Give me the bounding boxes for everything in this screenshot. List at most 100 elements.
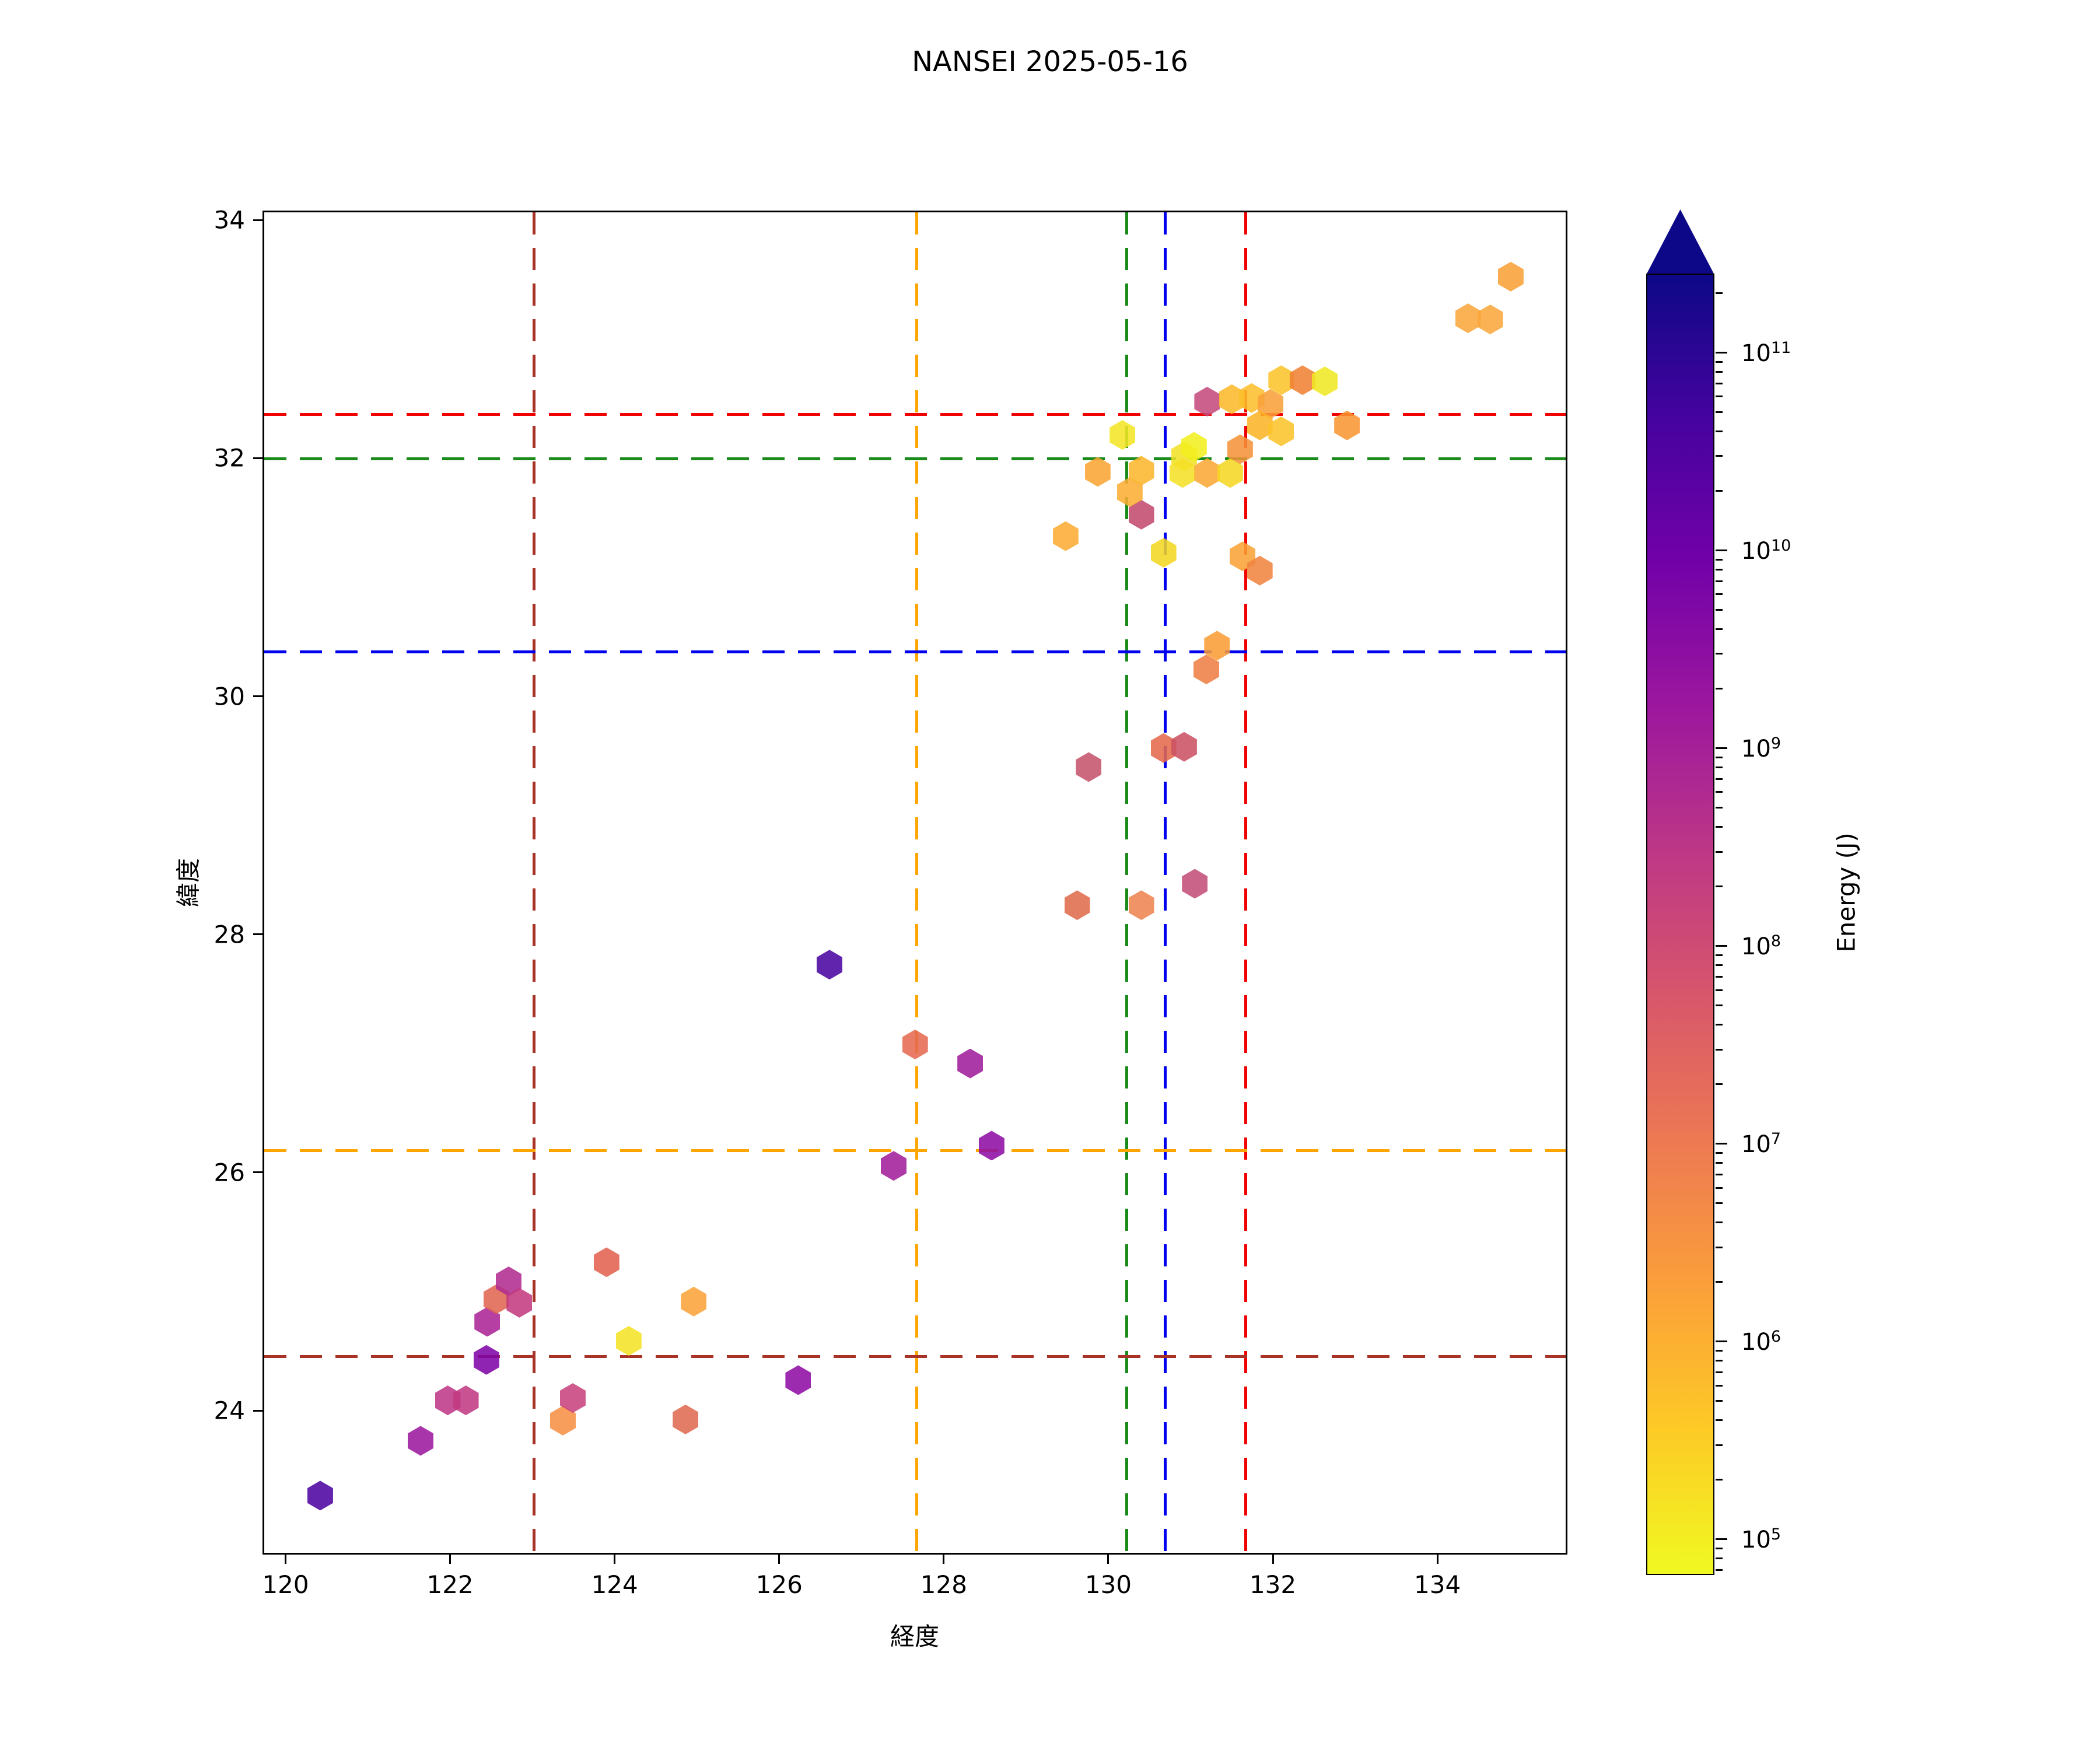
x-tick [1436, 1555, 1438, 1564]
y-tick [253, 219, 262, 221]
y-tick-label: 32 [214, 443, 245, 473]
colorbar-minor-tick [1716, 1444, 1723, 1446]
x-axis-label: 経度 [890, 1622, 940, 1651]
colorbar-minor-tick [1716, 455, 1723, 457]
colorbar-minor-tick [1716, 850, 1723, 853]
hexagon-marker [1290, 365, 1315, 396]
hexagon-marker [1084, 457, 1111, 487]
colorbar-minor-tick [1716, 1173, 1723, 1175]
hexagon-marker [1194, 458, 1220, 488]
colorbar-minor-tick [1716, 558, 1723, 561]
colorbar-minor-tick [1716, 653, 1723, 655]
y-tick-label: 30 [214, 682, 245, 711]
plot-area [262, 211, 1567, 1555]
colorbar-minor-tick [1716, 1152, 1723, 1154]
x-tick-label: 122 [426, 1570, 474, 1599]
hexagon-marker [615, 1326, 642, 1356]
colorbar-minor-tick [1716, 628, 1723, 631]
colorbar-minor-tick [1716, 1371, 1723, 1373]
x-tick [1107, 1555, 1110, 1564]
colorbar [1646, 274, 1714, 1575]
colorbar-tick-label: 107 [1741, 1129, 1782, 1158]
colorbar-minor-tick [1716, 778, 1723, 780]
x-tick [284, 1555, 286, 1564]
x-tick-label: 126 [755, 1570, 803, 1599]
darkred-horizontal-refline [264, 1354, 1566, 1358]
x-tick-label: 124 [591, 1570, 638, 1599]
colorbar-minor-tick [1716, 1547, 1723, 1549]
hexagon-marker [816, 950, 842, 980]
blue-vertical-refline [1163, 212, 1167, 1553]
darkred-vertical-refline [533, 212, 536, 1553]
colorbar-tick-label: 105 [1741, 1525, 1782, 1554]
hexagon-marker [1312, 366, 1338, 397]
colorbar-tick-label: 106 [1741, 1327, 1782, 1356]
colorbar-minor-tick [1716, 1281, 1723, 1283]
x-tick-label: 120 [262, 1570, 309, 1599]
colorbar-tick-label: 108 [1741, 932, 1782, 960]
hexagon-marker [1110, 420, 1136, 450]
hexagon-marker [957, 1048, 984, 1079]
colorbar-minor-tick [1716, 1162, 1723, 1164]
colorbar-minor-tick [1716, 964, 1723, 967]
colorbar-minor-tick [1716, 1400, 1723, 1402]
colorbar-minor-tick [1716, 396, 1723, 398]
blue-horizontal-refline [264, 650, 1566, 653]
hexagon-marker [1182, 869, 1208, 899]
colorbar-minor-tick [1716, 580, 1723, 582]
x-tick-label: 132 [1249, 1570, 1297, 1599]
orange-horizontal-refline [264, 1149, 1566, 1152]
colorbar-minor-tick [1716, 292, 1723, 295]
hexagon-marker [673, 1404, 699, 1434]
colorbar-minor-tick [1716, 569, 1723, 571]
hexagon-marker [1171, 732, 1197, 762]
x-tick [449, 1555, 452, 1564]
colorbar-minor-tick [1716, 490, 1723, 492]
hexagon-marker [1052, 521, 1079, 551]
hexagon-marker [881, 1151, 907, 1181]
hexagon-marker [1150, 538, 1177, 568]
hexagon-marker [593, 1247, 620, 1278]
hexagon-marker [681, 1286, 707, 1317]
hexagon-marker [978, 1130, 1005, 1161]
x-tick [778, 1555, 780, 1564]
colorbar-minor-tick [1716, 370, 1723, 373]
hexagon-marker [1477, 304, 1503, 335]
colorbar-minor-tick [1716, 954, 1723, 956]
x-tick [943, 1555, 945, 1564]
colorbar-minor-tick [1716, 791, 1723, 793]
y-tick [253, 457, 262, 459]
hexagon-marker [1194, 386, 1220, 416]
y-tick-label: 34 [214, 205, 245, 235]
y-tick [253, 1409, 262, 1412]
hexagon-marker [1076, 752, 1102, 782]
colorbar-minor-tick [1716, 886, 1723, 888]
colorbar-minor-tick [1716, 756, 1723, 758]
hexagon-marker [1497, 261, 1524, 292]
hexagon-marker [902, 1029, 928, 1059]
hexagon-marker [473, 1345, 499, 1375]
colorbar-minor-tick [1716, 1083, 1723, 1086]
green-horizontal-refline [264, 457, 1566, 460]
colorbar-minor-tick [1716, 1569, 1723, 1571]
colorbar-major-tick [1716, 550, 1727, 552]
y-tick [253, 933, 262, 936]
hexagon-marker [1170, 458, 1196, 488]
x-tick-label: 128 [920, 1570, 967, 1599]
colorbar-minor-tick [1716, 1384, 1723, 1387]
colorbar-minor-tick [1716, 1419, 1723, 1422]
y-tick-label: 26 [214, 1158, 245, 1187]
x-tick-label: 130 [1084, 1570, 1132, 1599]
hexagon-marker [407, 1426, 433, 1456]
colorbar-minor-tick [1716, 382, 1723, 384]
colorbar-minor-tick [1716, 1048, 1723, 1051]
x-tick [614, 1555, 616, 1564]
colorbar-minor-tick [1716, 989, 1723, 991]
colorbar-minor-tick [1716, 1558, 1723, 1560]
hexagon-marker [1128, 890, 1154, 921]
colorbar-minor-tick [1716, 1005, 1723, 1007]
orange-vertical-refline [915, 212, 918, 1553]
colorbar-minor-tick [1716, 1349, 1723, 1352]
colorbar-minor-tick [1716, 593, 1723, 596]
